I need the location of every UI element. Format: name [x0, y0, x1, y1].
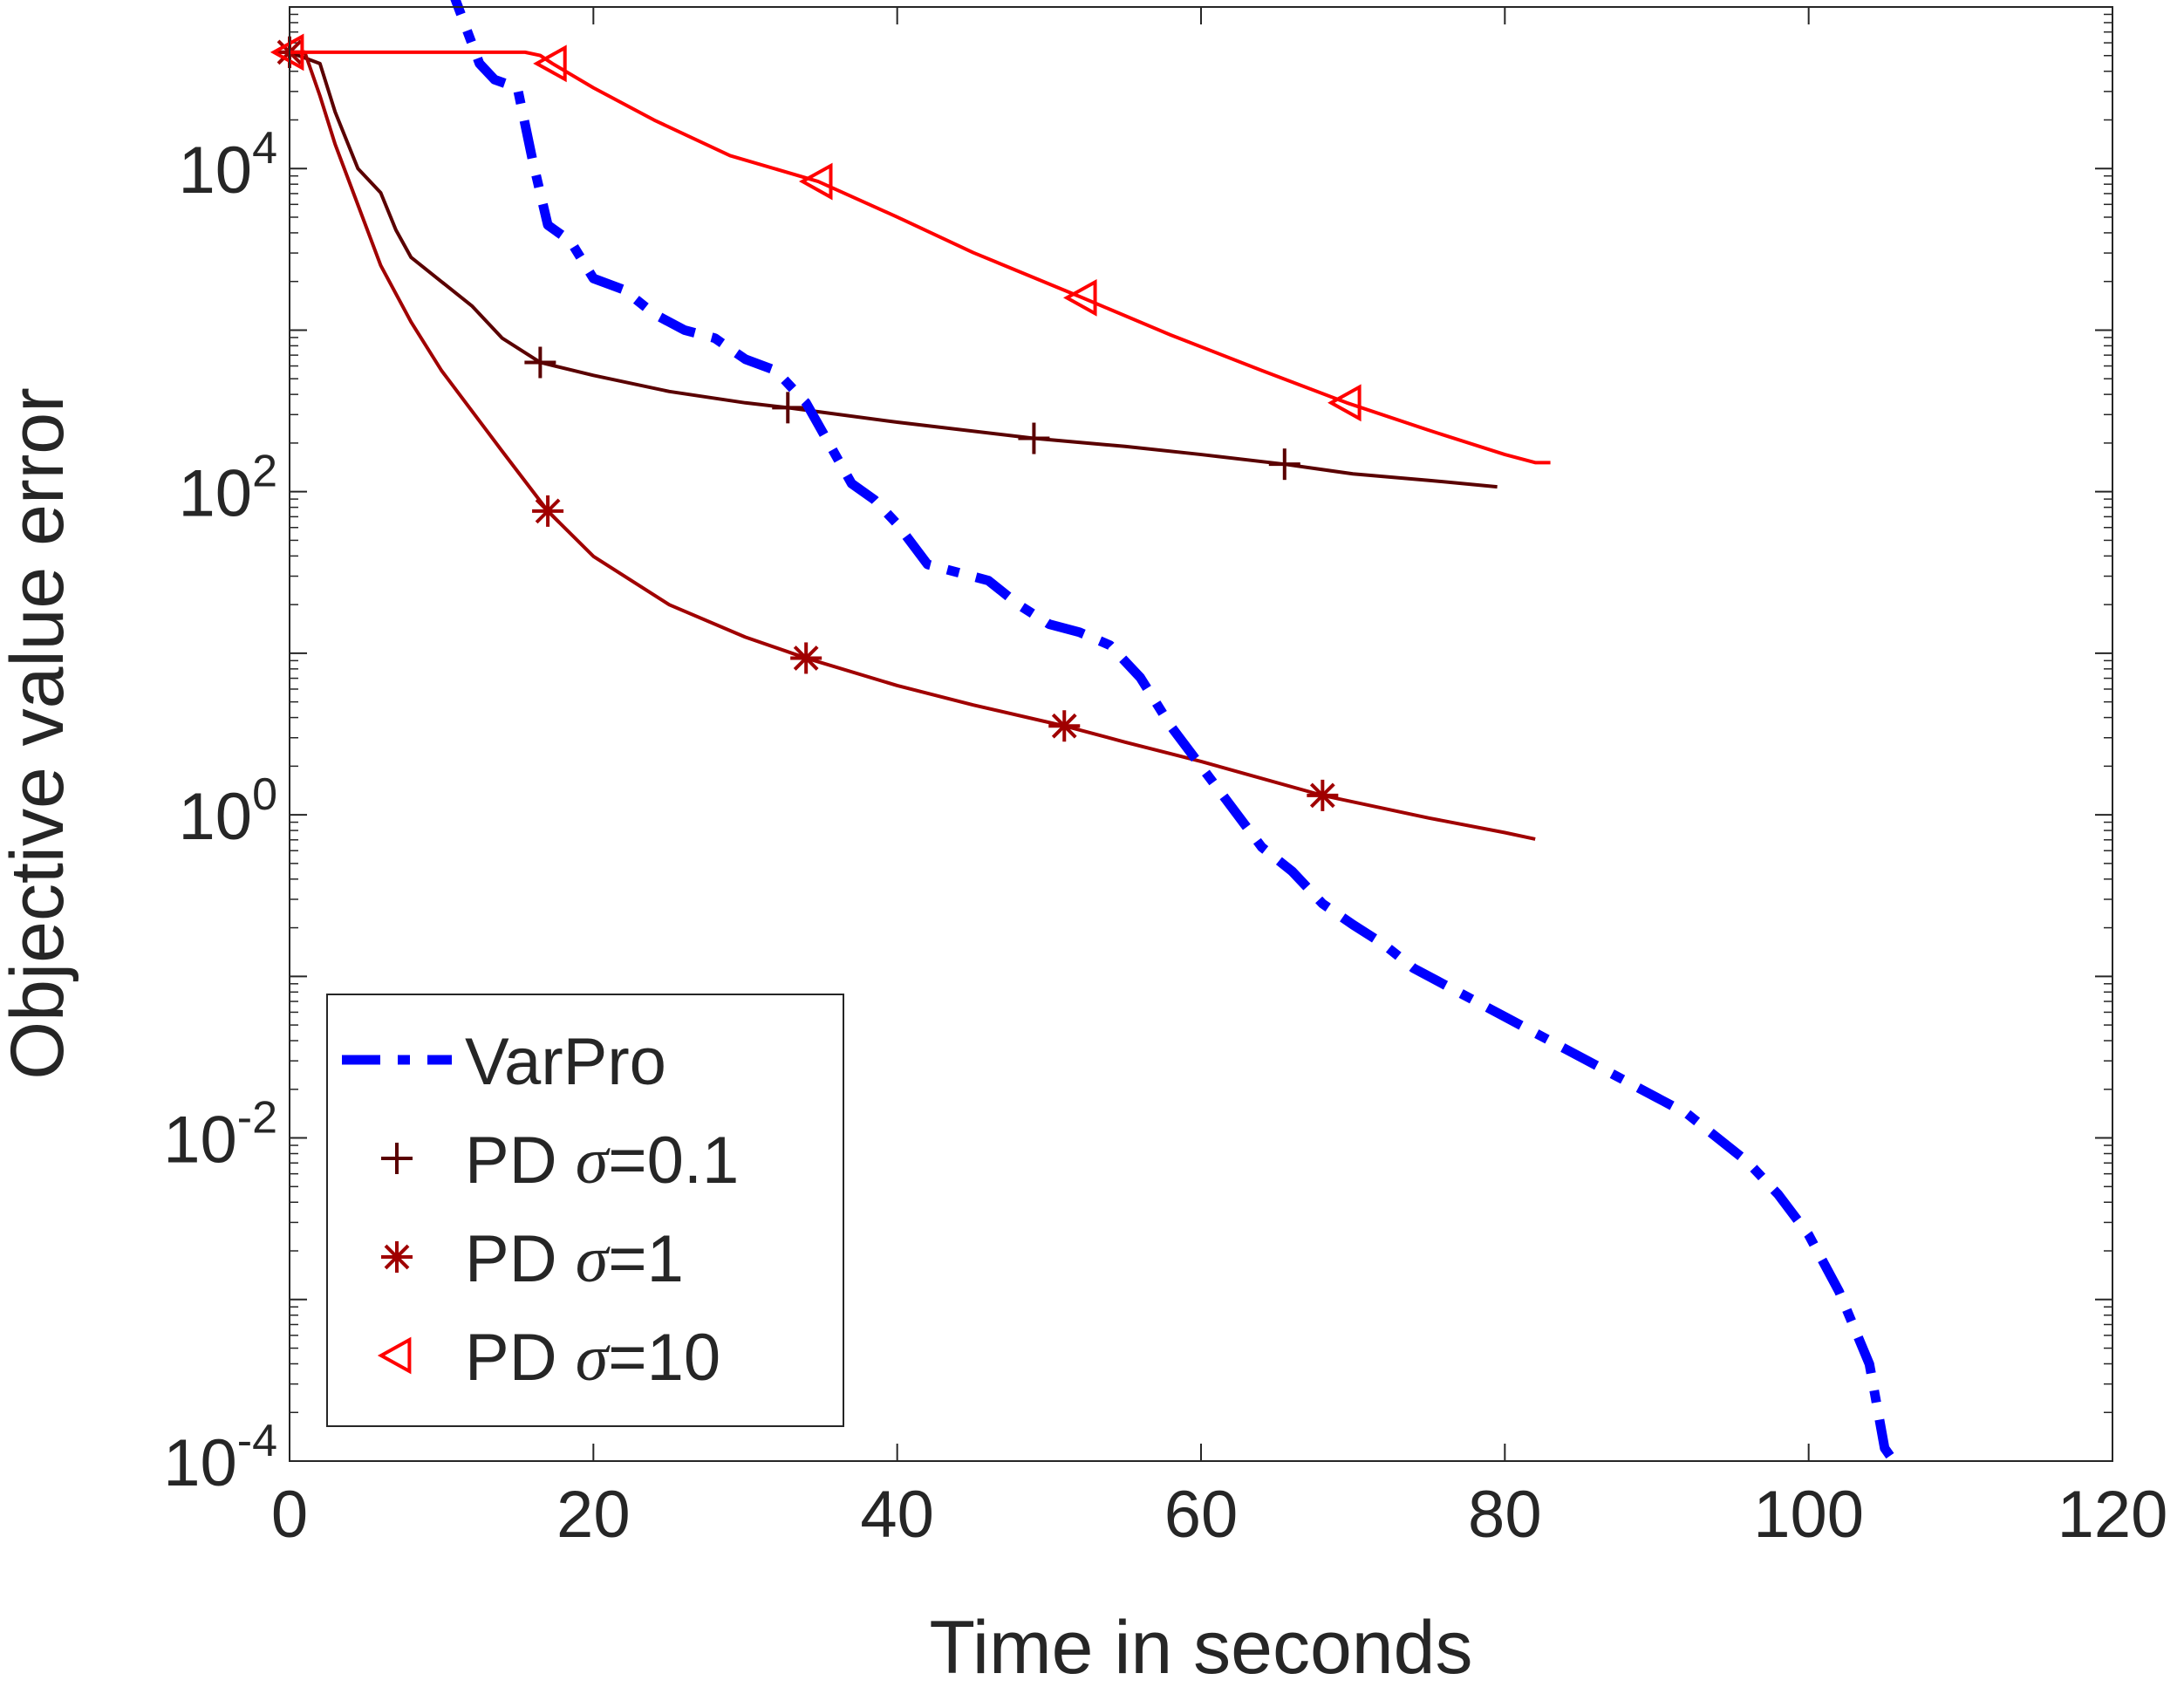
- series-2-marker-d2: [1051, 713, 1077, 739]
- legend-label-2: PD σ=1: [465, 1222, 684, 1296]
- y-tick-exponent: -2: [237, 1093, 277, 1144]
- series-2-marker: [532, 495, 564, 527]
- series-2-marker-d2: [535, 498, 561, 524]
- legend-marker-2-d2: [384, 1244, 410, 1270]
- legend-prefix: PD: [465, 1124, 576, 1198]
- legend-prefix: PD: [465, 1222, 576, 1296]
- y-tick-label: 104: [179, 123, 277, 208]
- legend-symbol: σ: [576, 1124, 611, 1198]
- series-1-marker: [524, 346, 556, 379]
- y-tick-label: 102: [179, 447, 277, 531]
- x-axis: 0 20 40 60 80 100 120: [271, 7, 2168, 1552]
- series-2-marker: [1307, 779, 1339, 811]
- legend-marker-2: [381, 1241, 413, 1273]
- legend-suffix: =10: [608, 1321, 720, 1395]
- legend-label-0: VarPro: [465, 1025, 666, 1099]
- legend-label-1: PD σ=0.1: [465, 1124, 739, 1198]
- y-tick-label: 10-4: [163, 1416, 277, 1500]
- legend-symbol: σ: [576, 1322, 611, 1395]
- y-axis-label: Objective value error: [0, 387, 79, 1079]
- series-1-marker: [1018, 422, 1050, 454]
- x-axis-label: Time in seconds: [930, 1606, 1473, 1687]
- series-3-marker-shape: [1063, 279, 1097, 317]
- x-tick-label: 60: [1164, 1478, 1239, 1552]
- x-tick-label: 20: [556, 1478, 631, 1552]
- legend-prefix: VarPro: [465, 1025, 666, 1099]
- legend-suffix: =1: [608, 1222, 684, 1296]
- series-1-marker: [1268, 448, 1300, 481]
- legend-prefix: PD: [465, 1321, 576, 1395]
- series-line-0: [450, 0, 1903, 1473]
- series-3-marker-shape: [1327, 384, 1362, 422]
- series-2-marker-d2: [1309, 782, 1335, 809]
- y-tick-exponent: 4: [252, 123, 277, 174]
- legend-marker-3: [377, 1336, 412, 1375]
- legend-suffix: =0.1: [608, 1124, 739, 1198]
- y-tick-base: 10: [179, 457, 253, 531]
- series-line-1: [289, 50, 1498, 489]
- y-tick-base: 10: [179, 133, 253, 208]
- y-tick-label: 10-2: [163, 1093, 277, 1178]
- y-tick-label: 100: [179, 769, 277, 854]
- x-tick-label: 40: [860, 1478, 934, 1552]
- y-tick-base: 10: [163, 1426, 237, 1500]
- series-line-2: [290, 50, 1536, 841]
- y-tick-exponent: 0: [252, 769, 277, 820]
- series-3-marker: [533, 44, 567, 83]
- x-tick-label: 80: [1468, 1478, 1542, 1552]
- series-3-marker-shape: [270, 33, 304, 72]
- x-tick-label: 0: [271, 1478, 308, 1552]
- series-2-marker: [790, 642, 822, 674]
- series-3-marker: [1327, 384, 1362, 422]
- y-tick-base: 10: [179, 780, 253, 854]
- y-tick-exponent: -4: [237, 1416, 277, 1466]
- series-3-marker-shape: [798, 162, 833, 201]
- legend-marker-3-shape: [377, 1336, 412, 1375]
- legend-box: [326, 994, 844, 1427]
- y-tick-exponent: 2: [252, 447, 277, 497]
- legend-label-3: PD σ=10: [465, 1321, 720, 1395]
- y-tick-base: 10: [163, 1103, 237, 1178]
- x-tick-label: 120: [2058, 1478, 2168, 1552]
- x-tick-label: 100: [1753, 1478, 1864, 1552]
- legend-marker-1: [381, 1143, 413, 1174]
- series-3-marker: [270, 33, 304, 72]
- series-3-marker: [798, 162, 833, 201]
- legend-symbol: σ: [576, 1223, 611, 1296]
- series-2-marker: [1048, 710, 1081, 742]
- series-1-marker: [772, 392, 804, 424]
- series-3-marker-shape: [533, 44, 567, 83]
- series-3-marker: [1063, 279, 1097, 317]
- series-2-marker-d2: [793, 645, 819, 671]
- series-line-3: [290, 50, 1551, 465]
